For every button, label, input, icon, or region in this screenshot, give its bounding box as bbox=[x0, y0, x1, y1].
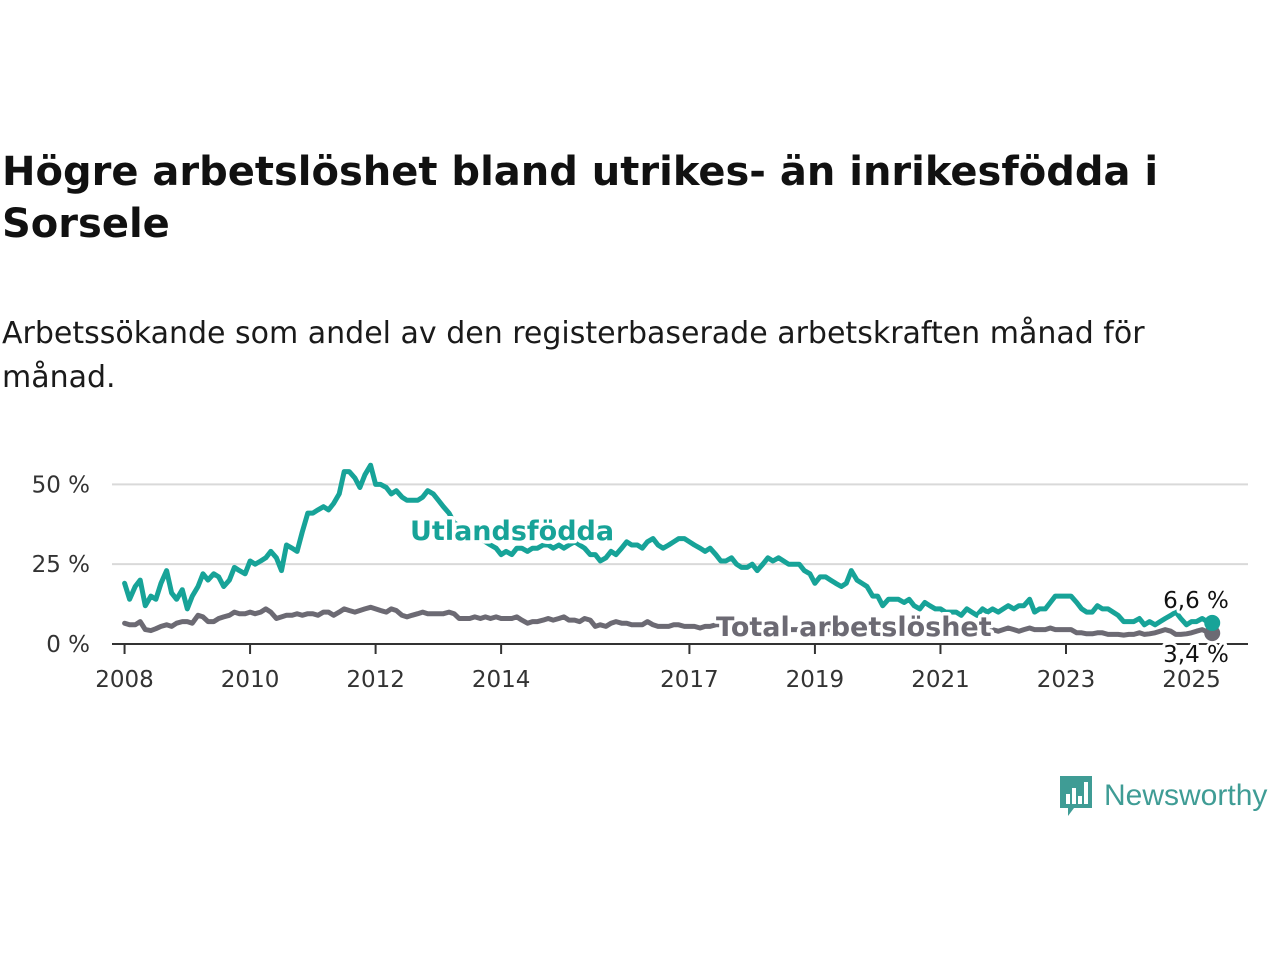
x-tick-label: 2012 bbox=[346, 667, 405, 693]
newsworthy-logo: Newsworthy bbox=[1058, 774, 1267, 818]
series-line-total bbox=[122, 604, 1215, 638]
newsworthy-logo-icon bbox=[1060, 776, 1092, 816]
series-layer bbox=[122, 462, 1221, 642]
label-layer: Utlandsfödda Total arbetslöshet 6,6 % 3,4 % bbox=[407, 513, 1232, 672]
x-tick-label: 2025 bbox=[1162, 667, 1221, 693]
y-tick-label: 25 % bbox=[32, 552, 90, 578]
x-tick-label: 2019 bbox=[786, 667, 845, 693]
y-tick-label: 0 % bbox=[46, 632, 90, 658]
end-label-total: 3,4 % bbox=[1163, 642, 1229, 668]
axis-layer: 0 % 25 % 50 % 2008 2010 2012 2014 2017 2019 2021 2… bbox=[32, 472, 1248, 693]
x-tick-label: 2008 bbox=[95, 667, 154, 693]
x-tick-label: 2017 bbox=[660, 667, 719, 693]
chart-subtitle: Arbetssökande som andel av den registerb… bbox=[2, 316, 1145, 395]
series-endpoint-utlandsfodda bbox=[1204, 614, 1221, 631]
chart-title: Högre arbetslöshet bland utrikes- än inr… bbox=[2, 149, 1159, 247]
newsworthy-logo-text: Newsworthy bbox=[1104, 779, 1268, 812]
x-tick-label: 2021 bbox=[911, 667, 970, 693]
series-label-utlandsfodda: Utlandsfödda bbox=[410, 516, 614, 547]
series-line-utlandsfodda bbox=[122, 462, 1215, 628]
x-tick-label: 2023 bbox=[1037, 667, 1096, 693]
y-tick-label: 50 % bbox=[32, 472, 90, 498]
end-label-utlandsfodda: 6,6 % bbox=[1163, 588, 1229, 614]
grid-layer bbox=[112, 483, 1248, 566]
series-label-total: Total arbetslöshet bbox=[716, 612, 992, 643]
line-chart: 0 % 25 % 50 % 2008 2010 2012 2014 2017 2019 2021 2… bbox=[32, 462, 1248, 693]
x-tick-label: 2014 bbox=[472, 667, 531, 693]
x-tick-label: 2010 bbox=[221, 667, 280, 693]
